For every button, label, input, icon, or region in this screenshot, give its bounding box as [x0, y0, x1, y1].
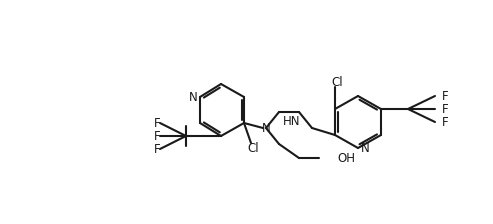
Text: N: N: [262, 121, 270, 134]
Text: F: F: [154, 116, 160, 129]
Text: Cl: Cl: [331, 75, 343, 88]
Text: N: N: [360, 142, 369, 155]
Text: F: F: [154, 142, 160, 155]
Text: F: F: [442, 90, 448, 103]
Text: Cl: Cl: [247, 142, 259, 155]
Text: F: F: [154, 129, 160, 142]
Text: N: N: [189, 90, 197, 103]
Text: F: F: [442, 103, 448, 116]
Text: HN: HN: [283, 114, 301, 127]
Text: OH: OH: [337, 151, 355, 164]
Text: F: F: [442, 116, 448, 129]
